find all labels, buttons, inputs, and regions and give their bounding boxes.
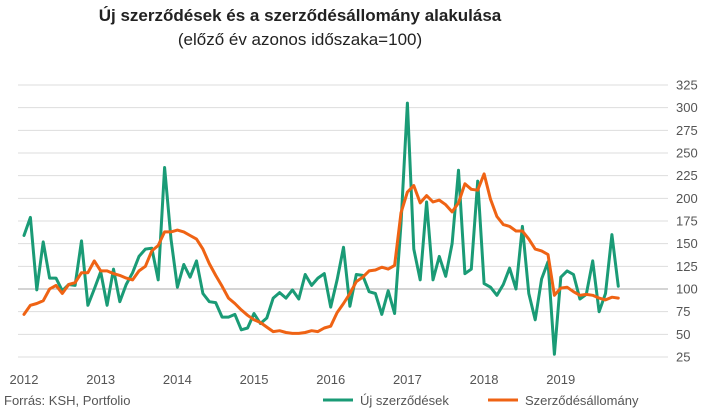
grid-lines (18, 84, 668, 358)
y-axis-ticks: 25 50 75 100 125 150 175 200 225 250 275 300 325 (676, 78, 698, 365)
x-tick-label: 2017 (393, 372, 422, 387)
x-axis-ticks: 2012 2013 2014 2015 2016 2017 2018 2019 (10, 372, 576, 387)
x-tick-label: 2013 (86, 372, 115, 387)
series-line-uj (22, 101, 620, 356)
legend-label-uj: Új szerződések (360, 393, 449, 408)
y-tick-label: 300 (676, 100, 698, 115)
y-tick-label: 275 (676, 123, 698, 138)
x-tick-label: 2014 (163, 372, 192, 387)
x-tick-label: 2019 (546, 372, 575, 387)
x-tick-label: 2015 (240, 372, 269, 387)
source-note: Forrás: KSH, Portfolio (4, 393, 131, 408)
chart-subtitle: (előző év azonos időszaka=100) (177, 30, 423, 49)
series-line-allomany (22, 172, 620, 335)
x-tick-label: 2012 (10, 372, 39, 387)
y-tick-label: 50 (676, 327, 690, 342)
y-tick-label: 200 (676, 191, 698, 206)
y-tick-label: 75 (676, 304, 690, 319)
y-tick-label: 225 (676, 168, 698, 183)
legend-label-allomany: Szerződésállomány (525, 393, 639, 408)
x-tick-label: 2018 (470, 372, 499, 387)
chart-title: Új szerződések és a szerződésállomány al… (98, 6, 502, 25)
y-tick-label: 125 (676, 259, 698, 274)
y-tick-label: 325 (676, 78, 698, 93)
legend: Új szerződések Szerződésállomány (323, 393, 639, 408)
y-tick-label: 25 (676, 350, 690, 365)
y-tick-label: 150 (676, 236, 698, 251)
y-tick-label: 100 (676, 282, 698, 297)
y-tick-label: 250 (676, 146, 698, 161)
series-lines (22, 101, 620, 356)
x-tick-label: 2016 (316, 372, 345, 387)
y-tick-label: 175 (676, 214, 698, 229)
